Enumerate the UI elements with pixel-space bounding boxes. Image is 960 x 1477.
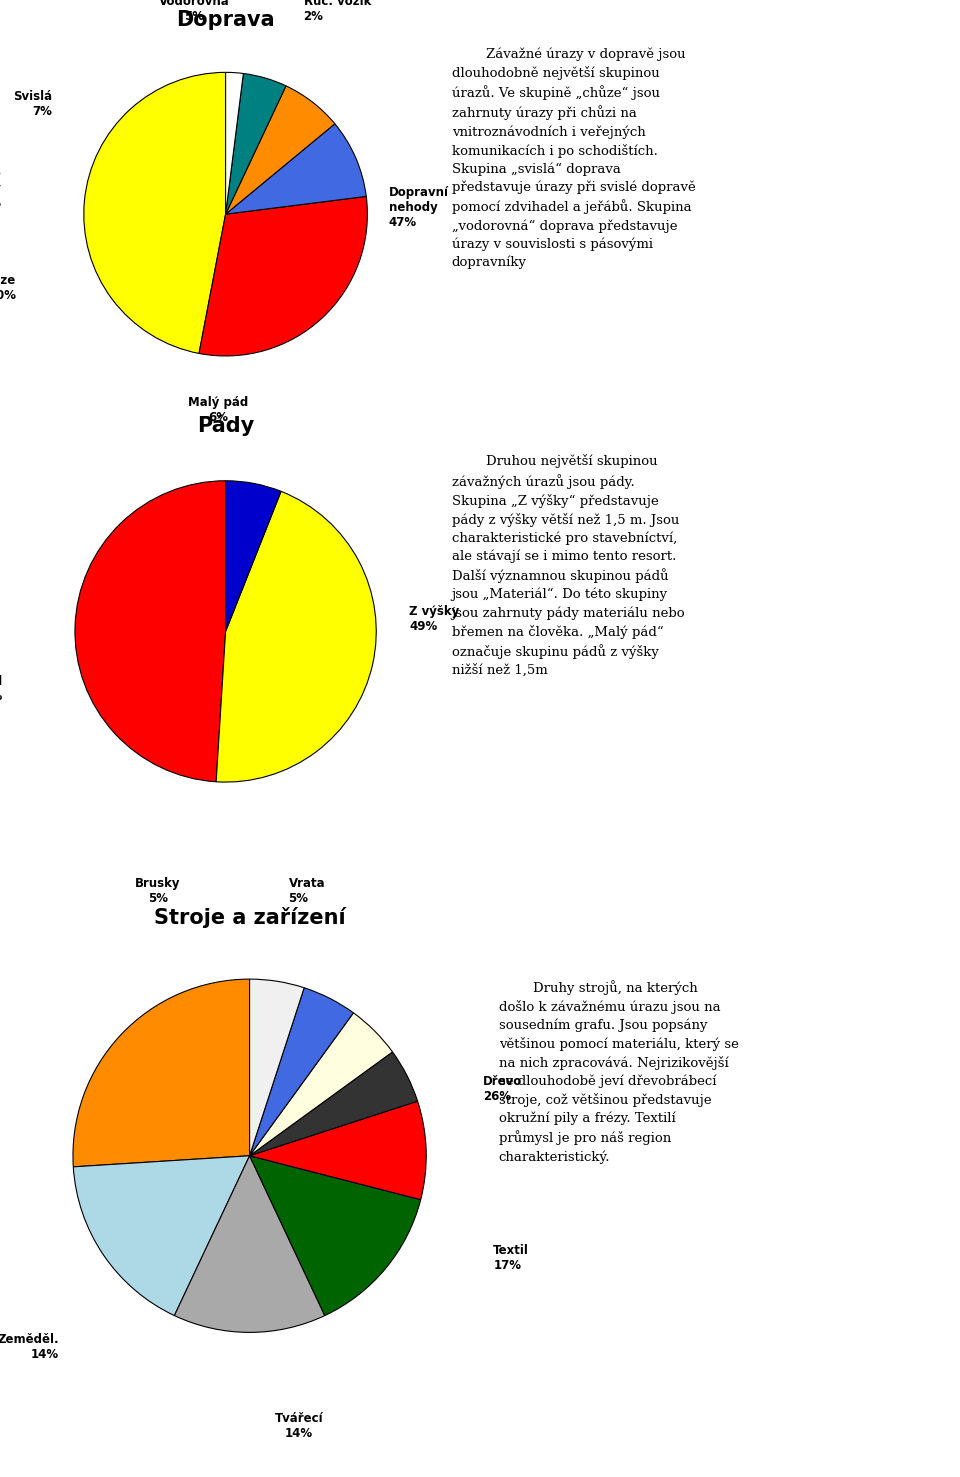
Wedge shape: [73, 979, 250, 1167]
Wedge shape: [250, 1052, 418, 1155]
Wedge shape: [226, 482, 281, 632]
Text: Textil
17%: Textil 17%: [493, 1244, 529, 1272]
Wedge shape: [175, 1155, 324, 1332]
Title: Stroje a zařízení: Stroje a zařízení: [154, 907, 346, 928]
Wedge shape: [226, 72, 244, 214]
Title: Doprava: Doprava: [177, 10, 275, 30]
Wedge shape: [226, 86, 335, 214]
Text: Závažné úrazy v dopravě jsou
dlouhodobně největší skupinou
úrazů. Ve skupině „ch: Závažné úrazy v dopravě jsou dlouhodobně…: [451, 47, 695, 269]
Text: Materiál
45%: Materiál 45%: [0, 675, 3, 703]
Wedge shape: [226, 124, 367, 214]
Wedge shape: [250, 1155, 420, 1316]
Wedge shape: [73, 1155, 250, 1316]
Text: Svislá
7%: Svislá 7%: [13, 90, 53, 118]
Text: Malý pád
6%: Malý pád 6%: [188, 396, 249, 424]
Text: Z výšky
49%: Z výšky 49%: [409, 606, 460, 634]
Wedge shape: [250, 979, 304, 1155]
Text: Chůze
30%: Chůze 30%: [0, 273, 15, 301]
Text: Ruč. vozík
2%: Ruč. vozík 2%: [303, 0, 371, 22]
Title: Pády: Pády: [197, 415, 254, 436]
Text: Zeměděl.
14%: Zeměděl. 14%: [0, 1332, 59, 1360]
Wedge shape: [75, 482, 226, 781]
Wedge shape: [199, 196, 368, 356]
Text: Vrata
5%: Vrata 5%: [288, 877, 325, 905]
Wedge shape: [250, 988, 353, 1155]
Text: Tvářecí
14%: Tvářecí 14%: [275, 1412, 324, 1440]
Wedge shape: [250, 1102, 426, 1199]
Text: Dopravní
nehody
47%: Dopravní nehody 47%: [389, 186, 448, 229]
Wedge shape: [216, 492, 376, 781]
Text: Druhy strojů, na kterých
došlo k závažnému úrazu jsou na
sousedním grafu. Jsou p: Druhy strojů, na kterých došlo k závažné…: [498, 979, 738, 1164]
Text: Dřevo
26%: Dřevo 26%: [483, 1075, 522, 1103]
Text: Vodorovná
5%: Vodorovná 5%: [159, 0, 229, 22]
Wedge shape: [226, 74, 286, 214]
Text: Druhou největší skupinou
závažných úrazů jsou pády.
Skupina „Z výšky“ představuj: Druhou největší skupinou závažných úrazů…: [451, 455, 685, 676]
Wedge shape: [250, 1013, 393, 1155]
Wedge shape: [84, 72, 226, 353]
Text: Motorové
vozíky
9%: Motorové vozíky 9%: [0, 167, 2, 210]
Text: Brusky
5%: Brusky 5%: [135, 877, 180, 905]
